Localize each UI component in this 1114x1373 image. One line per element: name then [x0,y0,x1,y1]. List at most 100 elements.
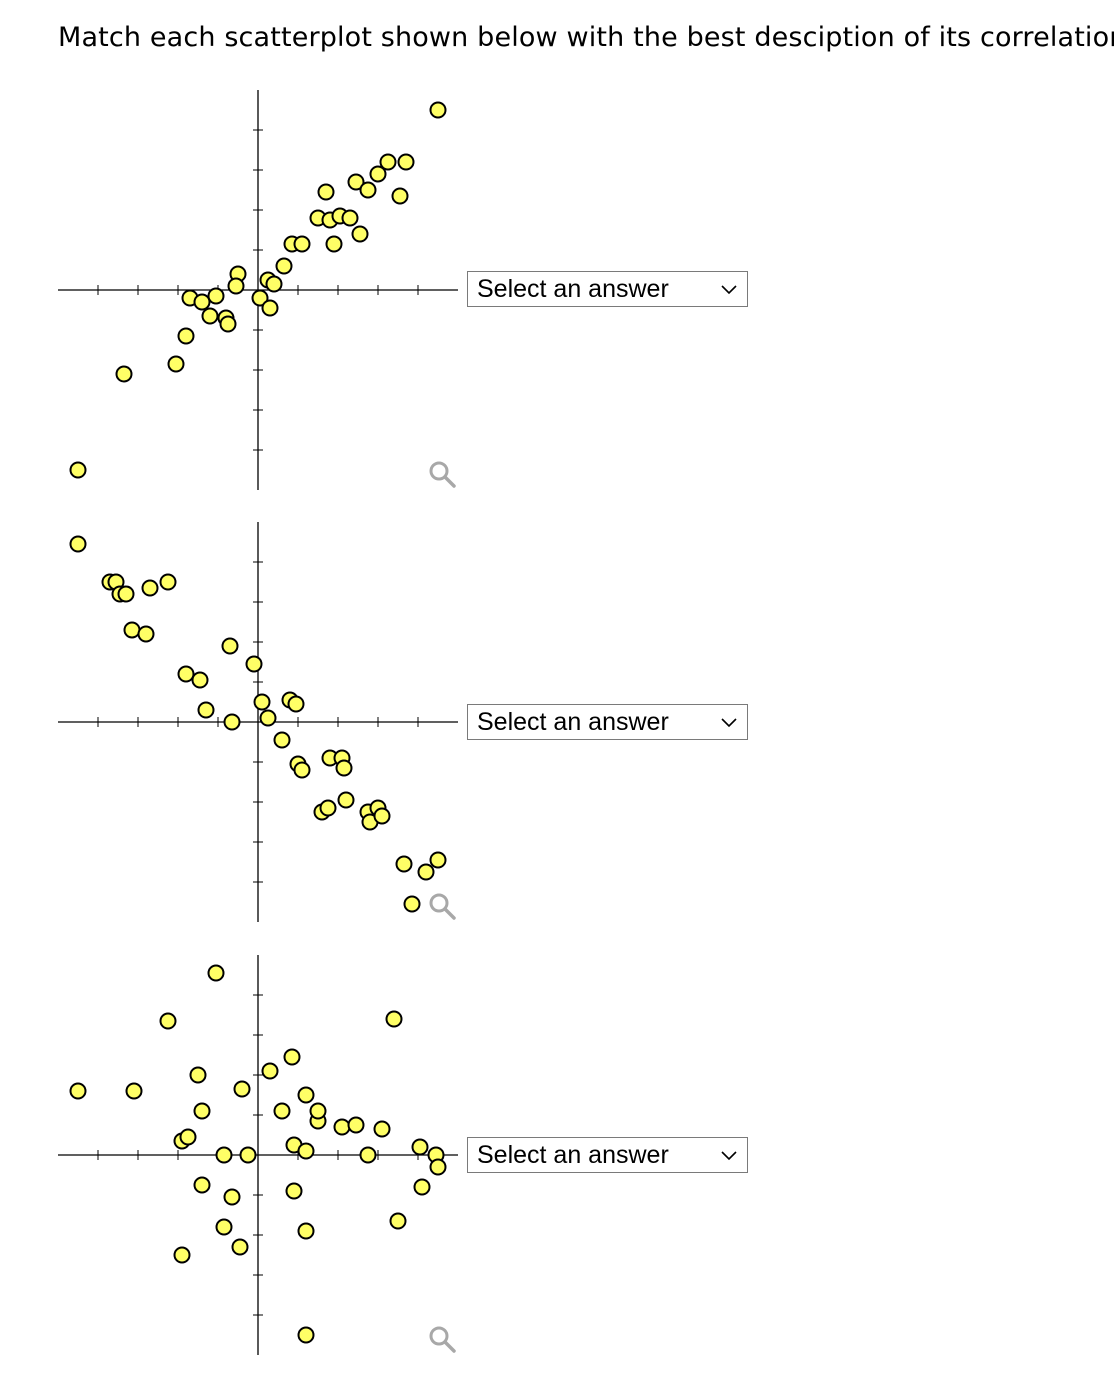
data-point [273,1102,291,1120]
data-point [297,1326,315,1344]
data-point [177,665,195,683]
data-point [359,1146,377,1164]
data-point [347,173,365,191]
data-point [179,1128,197,1146]
data-point [319,799,337,817]
chevron-down-icon [721,285,737,295]
scatterplot-2 [58,522,458,922]
data-point [429,851,447,869]
data-point [373,1120,391,1138]
data-point [347,1116,365,1134]
data-point [397,153,415,171]
data-point [117,585,135,603]
data-point [201,307,219,325]
data-point [309,1102,327,1120]
question-text: Match each scatterplot shown below with … [58,22,1114,53]
data-point [231,1238,249,1256]
data-point [287,695,305,713]
data-point [297,1086,315,1104]
data-point [261,299,279,317]
data-point [191,671,209,689]
data-point [325,235,343,253]
scatterplot-3 [58,955,458,1355]
data-point [189,1066,207,1084]
data-point [141,579,159,597]
scatterplot-1-svg [58,90,458,490]
data-point [297,1142,315,1160]
data-point [297,1222,315,1240]
data-point [245,655,263,673]
data-point [167,355,185,373]
data-point [227,277,245,295]
data-point [417,863,435,881]
answer-select-1-text: Select an answer [477,274,669,303]
data-point [69,535,87,553]
data-point [239,1146,257,1164]
data-point [411,1138,429,1156]
data-point [333,1118,351,1136]
data-point [215,1146,233,1164]
data-point [69,461,87,479]
data-point [341,209,359,227]
data-point [125,1082,143,1100]
data-point [219,315,237,333]
data-point [389,1212,407,1230]
magnifier-icon[interactable] [429,893,456,920]
answer-select-2[interactable]: Select an answer [467,704,748,740]
data-point [215,1218,233,1236]
data-point [173,1246,191,1264]
data-point [177,327,195,345]
data-point [223,713,241,731]
scatterplot-2-svg [58,522,458,922]
data-point [293,235,311,253]
answer-select-1[interactable]: Select an answer [467,271,748,307]
data-point [159,1012,177,1030]
data-point [197,701,215,719]
data-point [223,1188,241,1206]
data-point [273,731,291,749]
data-point [403,895,421,913]
data-point [317,183,335,201]
data-point [259,709,277,727]
data-point [429,101,447,119]
data-point [413,1178,431,1196]
magnifier-icon[interactable] [429,1326,456,1353]
answer-select-2-text: Select an answer [477,707,669,736]
data-point [207,964,225,982]
data-point [193,293,211,311]
data-point [193,1102,211,1120]
chevron-down-icon [721,1151,737,1161]
data-point [137,625,155,643]
data-point [193,1176,211,1194]
answer-select-3[interactable]: Select an answer [467,1137,748,1173]
data-point [359,181,377,199]
data-point [253,693,271,711]
data-point [293,761,311,779]
chevron-down-icon [721,718,737,728]
data-point [233,1080,251,1098]
data-point [335,759,353,777]
data-point [391,187,409,205]
data-point [159,573,177,591]
data-point [123,621,141,639]
data-point [395,855,413,873]
data-point [265,275,283,293]
data-point [369,165,387,183]
data-point [275,257,293,275]
data-point [373,807,391,825]
data-point [351,225,369,243]
data-point [221,637,239,655]
data-point [283,1048,301,1066]
magnifier-icon[interactable] [429,461,456,488]
data-point [337,791,355,809]
scatterplot-1 [58,90,458,490]
data-point [285,1182,303,1200]
data-point [261,1062,279,1080]
data-point [385,1010,403,1028]
scatterplot-3-svg [58,955,458,1355]
data-point [69,1082,87,1100]
data-point [379,153,397,171]
data-point [115,365,133,383]
data-point [251,289,269,307]
data-point [429,1158,447,1176]
